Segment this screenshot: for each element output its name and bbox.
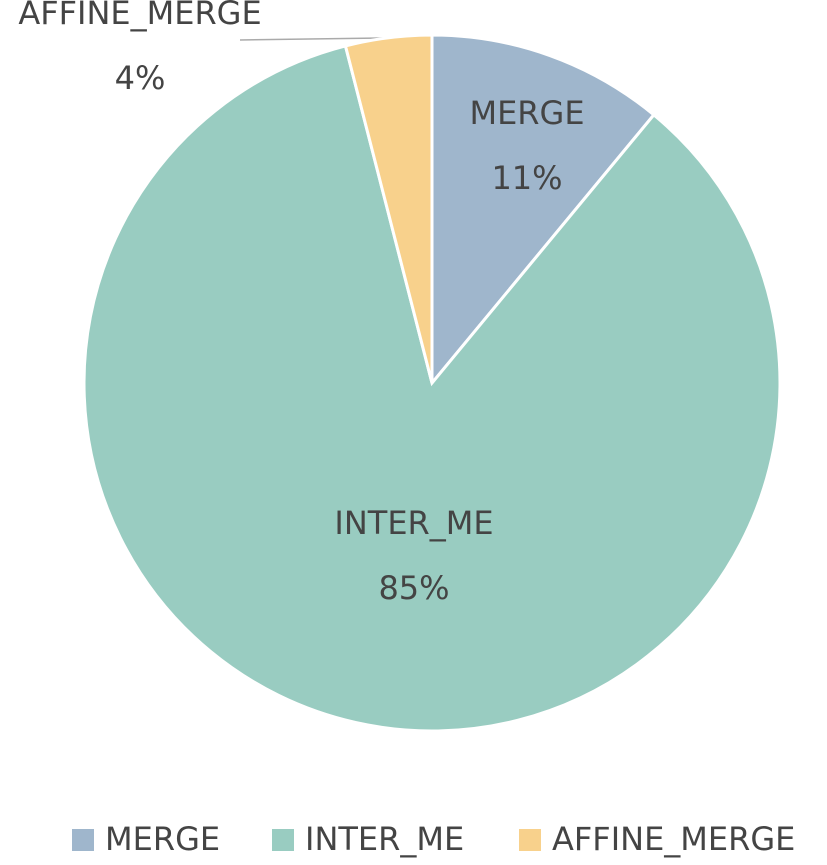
legend-swatch — [72, 829, 94, 851]
slice-label: INTER_ME — [334, 504, 493, 542]
pie-slice — [343, 33, 434, 384]
slice-value-label: 85% — [378, 569, 449, 607]
legend-label: MERGE — [105, 820, 220, 858]
slice-label: MERGE — [469, 94, 584, 132]
slice-value-label: 11% — [491, 159, 562, 197]
pie-slice — [82, 44, 782, 733]
legend-label: AFFINE_MERGE — [552, 820, 795, 858]
leader-line — [239, 37, 386, 41]
legend-swatch — [519, 829, 541, 851]
legend-swatch — [272, 829, 294, 851]
slice-label: AFFINE_MERGE — [18, 0, 261, 32]
pie-slice — [430, 33, 656, 388]
legend-label: INTER_ME — [305, 820, 464, 858]
slice-value-label: 4% — [115, 59, 166, 97]
